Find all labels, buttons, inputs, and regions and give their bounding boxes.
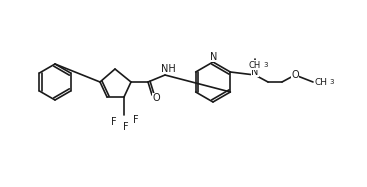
Text: CH: CH (249, 61, 261, 70)
Text: 3: 3 (263, 62, 268, 68)
Text: F: F (123, 122, 129, 132)
Text: O: O (291, 70, 299, 80)
Text: N: N (251, 67, 259, 77)
Text: 3: 3 (329, 79, 334, 85)
Text: N: N (210, 52, 218, 62)
Text: F: F (111, 117, 117, 127)
Text: CH: CH (315, 77, 327, 87)
Text: O: O (152, 93, 160, 103)
Text: F: F (133, 115, 139, 125)
Text: NH: NH (161, 64, 176, 74)
